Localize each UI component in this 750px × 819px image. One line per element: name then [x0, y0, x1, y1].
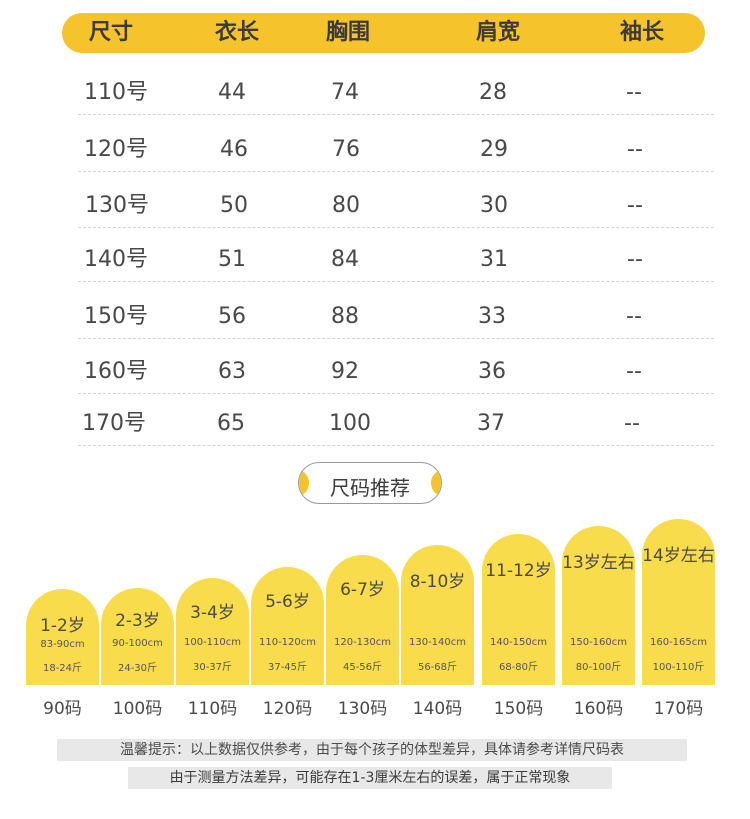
cell-shoulder: 30 — [480, 193, 508, 218]
cell-length: 50 — [220, 193, 248, 218]
age-card-4: 5-6岁 110-120cm 37-45斤 — [251, 567, 324, 685]
cell-chest: 84 — [331, 247, 359, 272]
age-label: 11-12岁 — [485, 561, 552, 581]
header-shoulder: 肩宽 — [476, 20, 521, 45]
age-label: 6-7岁 — [340, 580, 385, 600]
table-row: 160号 63 92 36 -- — [78, 347, 714, 394]
weight-range: 30-37斤 — [192, 662, 233, 673]
size-label: 170码 — [653, 699, 704, 719]
size-label: 120码 — [262, 699, 313, 719]
cell-size: 170号 — [82, 411, 146, 436]
decor-dot-left — [299, 469, 309, 497]
cell-sleeve: -- — [626, 80, 642, 105]
age-card-8: 13岁左右 150-160cm 80-100斤 — [562, 526, 635, 685]
size-label: 150码 — [493, 699, 544, 719]
height-range: 150-160cm — [569, 637, 628, 648]
size-label: 130码 — [337, 699, 388, 719]
cell-sleeve: -- — [624, 411, 640, 436]
cell-length: 63 — [218, 359, 246, 384]
age-label: 13岁左右 — [562, 553, 635, 573]
tip-note: 温馨提示：以上数据仅供参考，由于每个孩子的体型差异，具体请参考详情尺码表 — [57, 739, 687, 761]
table-row: 130号 50 80 30 -- — [78, 181, 714, 228]
cell-chest: 88 — [331, 304, 359, 329]
cell-length: 44 — [218, 80, 246, 105]
height-range: 130-140cm — [408, 637, 467, 648]
cell-length: 51 — [218, 247, 246, 272]
cell-length: 56 — [218, 304, 246, 329]
cell-sleeve: -- — [627, 193, 643, 218]
table-row: 150号 56 88 33 -- — [78, 292, 714, 339]
cell-shoulder: 31 — [480, 247, 508, 272]
recommend-title-text: 尺码推荐 — [330, 476, 410, 500]
height-range: 160-165cm — [649, 637, 708, 648]
age-label: 8-10岁 — [409, 572, 466, 592]
cell-shoulder: 37 — [477, 411, 505, 436]
height-range: 140-150cm — [489, 637, 548, 648]
height-range: 110-120cm — [258, 637, 317, 648]
age-card-7: 11-12岁 140-150cm 68-80斤 — [482, 534, 555, 685]
weight-range: 45-56斤 — [342, 662, 383, 673]
age-label: 5-6岁 — [265, 592, 310, 612]
error-note: 由于测量方法差异，可能存在1-3厘米左右的误差，属于正常现象 — [128, 767, 612, 789]
age-label: 3-4岁 — [190, 603, 235, 623]
cell-length: 65 — [217, 411, 245, 436]
header-size: 尺寸 — [89, 20, 134, 45]
age-label: 2-3岁 — [115, 611, 160, 631]
height-range: 83-90cm — [40, 639, 85, 650]
weight-range: 68-80斤 — [498, 662, 539, 673]
age-card-2: 2-3岁 90-100cm 24-30斤 — [101, 588, 174, 685]
cell-sleeve: -- — [626, 304, 642, 329]
table-row: 110号 44 74 28 -- — [78, 68, 714, 115]
age-card-3: 3-4岁 100-110cm 30-37斤 — [176, 578, 249, 685]
height-range: 90-100cm — [112, 638, 163, 649]
size-table-header: 尺寸 衣长 胸围 肩宽 袖长 — [62, 13, 705, 53]
table-row: 140号 51 84 31 -- — [78, 235, 714, 282]
cell-size: 120号 — [84, 137, 148, 162]
cell-length: 46 — [220, 137, 248, 162]
weight-range: 80-100斤 — [575, 662, 622, 673]
decor-dot-right — [431, 469, 441, 497]
cell-shoulder: 36 — [478, 359, 506, 384]
cell-shoulder: 29 — [480, 137, 508, 162]
weight-range: 56-68斤 — [417, 662, 458, 673]
cell-size: 160号 — [84, 359, 148, 384]
cell-sleeve: -- — [626, 359, 642, 384]
size-label: 90码 — [43, 699, 82, 719]
age-card-9: 14岁左右 160-165cm 100-110斤 — [642, 519, 715, 685]
cell-size: 130号 — [85, 193, 149, 218]
age-card-5: 6-7岁 120-130cm 45-56斤 — [326, 555, 399, 685]
weight-range: 100-110斤 — [652, 662, 705, 673]
header-sleeve: 袖长 — [620, 20, 665, 45]
header-length: 衣长 — [215, 20, 260, 45]
size-label: 110码 — [187, 699, 238, 719]
cell-sleeve: -- — [627, 137, 643, 162]
cell-chest: 80 — [332, 193, 360, 218]
age-card-6: 8-10岁 130-140cm 56-68斤 — [401, 545, 474, 685]
cell-size: 110号 — [84, 80, 148, 105]
cell-size: 140号 — [84, 247, 148, 272]
table-row: 170号 65 100 37 -- — [78, 399, 714, 446]
table-row: 120号 46 76 29 -- — [78, 125, 714, 172]
cell-sleeve: -- — [627, 247, 643, 272]
cell-chest: 100 — [329, 411, 371, 436]
cell-chest: 76 — [332, 137, 360, 162]
age-label: 1-2岁 — [40, 616, 85, 636]
age-card-1: 1-2岁 83-90cm 18-24斤 — [26, 589, 99, 685]
cell-chest: 92 — [331, 359, 359, 384]
weight-range: 18-24斤 — [42, 663, 83, 674]
size-label: 100码 — [112, 699, 163, 719]
cell-size: 150号 — [84, 304, 148, 329]
size-recommend-title: 尺码推荐 — [298, 462, 442, 504]
cell-chest: 74 — [331, 80, 359, 105]
cell-shoulder: 33 — [478, 304, 506, 329]
size-label: 140码 — [412, 699, 463, 719]
header-chest: 胸围 — [326, 20, 371, 45]
height-range: 120-130cm — [333, 637, 392, 648]
height-range: 100-110cm — [183, 637, 242, 648]
weight-range: 24-30斤 — [117, 663, 158, 674]
age-label: 14岁左右 — [642, 546, 715, 566]
weight-range: 37-45斤 — [267, 662, 308, 673]
cell-shoulder: 28 — [479, 80, 507, 105]
size-label: 160码 — [573, 699, 624, 719]
